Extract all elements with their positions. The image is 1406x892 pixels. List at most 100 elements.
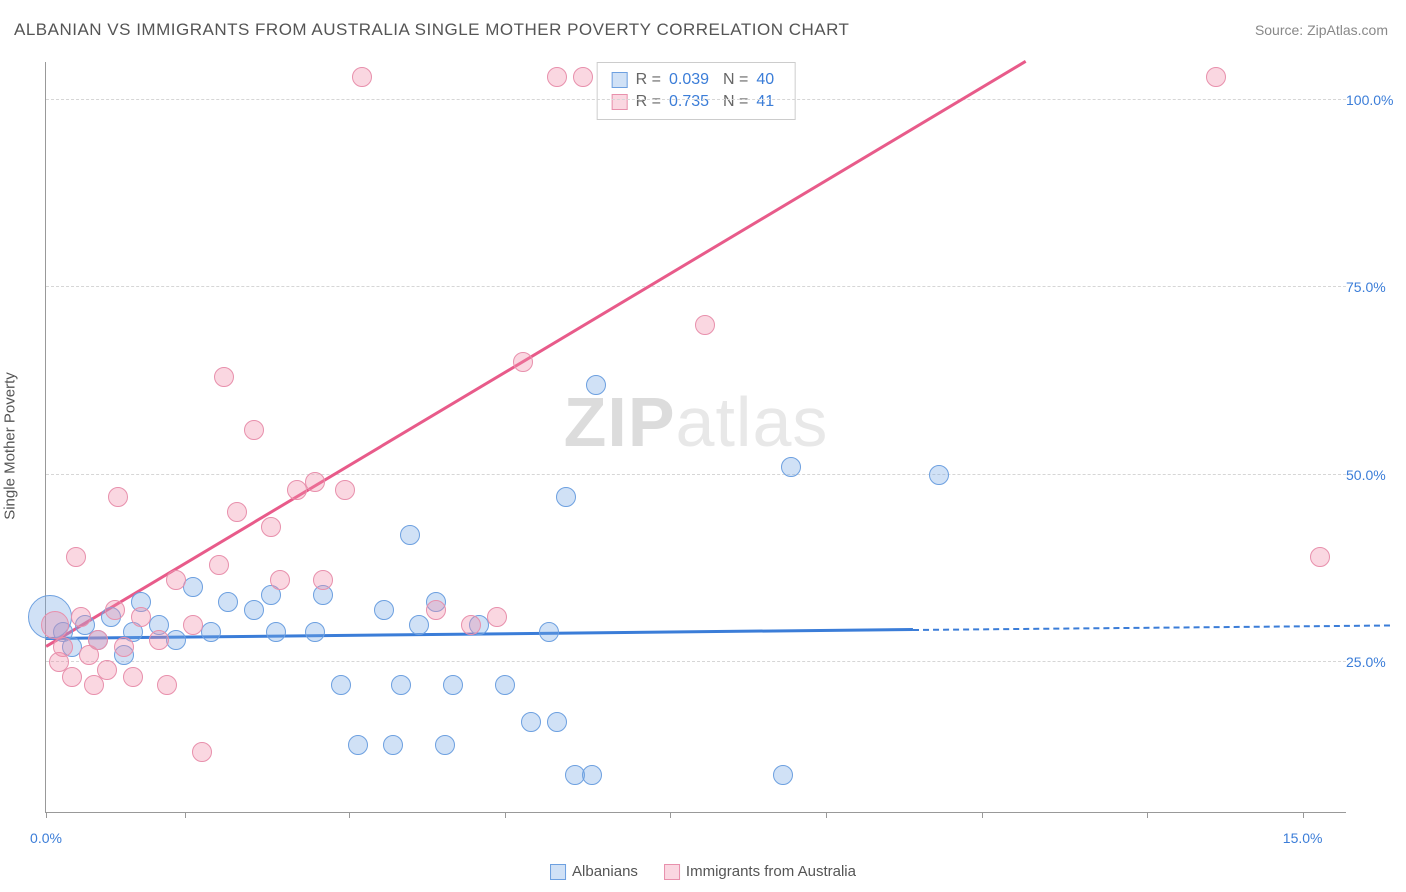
data-point [183, 615, 203, 635]
data-point [513, 352, 533, 372]
grid-line [46, 99, 1346, 100]
data-point [244, 600, 264, 620]
x-tick [1147, 812, 1148, 818]
stats-swatch [612, 94, 628, 110]
data-point [331, 675, 351, 695]
legend-swatch [550, 864, 566, 880]
data-point [218, 592, 238, 612]
data-point [495, 675, 515, 695]
data-point [773, 765, 793, 785]
r-label: R = [636, 69, 661, 91]
stats-row: R = 0.735 N = 41 [612, 91, 781, 113]
data-point [261, 517, 281, 537]
watermark: ZIPatlas [564, 382, 829, 462]
data-point [313, 570, 333, 590]
data-point [582, 765, 602, 785]
data-point [426, 600, 446, 620]
data-point [108, 487, 128, 507]
data-point [409, 615, 429, 635]
data-point [149, 630, 169, 650]
x-tick-label: 15.0% [1283, 830, 1323, 846]
n-value: 41 [756, 91, 780, 113]
y-tick-label: 75.0% [1346, 279, 1396, 295]
data-point [556, 487, 576, 507]
x-tick [670, 812, 671, 818]
data-point [97, 660, 117, 680]
data-point [400, 525, 420, 545]
scatter-plot-area: ZIPatlas R =0.039N =40R =0.735N =41 25.0… [45, 62, 1346, 813]
data-point [573, 67, 593, 87]
x-tick [982, 812, 983, 818]
data-point [305, 622, 325, 642]
data-point [41, 611, 69, 639]
data-point [781, 457, 801, 477]
n-label: N = [723, 91, 748, 113]
chart-title: ALBANIAN VS IMMIGRANTS FROM AUSTRALIA SI… [14, 20, 849, 40]
data-point [435, 735, 455, 755]
data-point [539, 622, 559, 642]
data-point [391, 675, 411, 695]
data-point [62, 667, 82, 687]
legend-item: Albanians [550, 863, 638, 880]
data-point [183, 577, 203, 597]
grid-line [46, 474, 1346, 475]
x-tick [826, 812, 827, 818]
source-value: ZipAtlas.com [1307, 22, 1388, 38]
stats-row: R =0.039N =40 [612, 69, 781, 91]
x-tick [1303, 812, 1304, 818]
trend-line [913, 624, 1390, 630]
data-point [695, 315, 715, 335]
data-point [352, 67, 372, 87]
data-point [547, 712, 567, 732]
data-point [1310, 547, 1330, 567]
data-point [244, 420, 264, 440]
data-point [131, 607, 151, 627]
x-tick [185, 812, 186, 818]
y-tick-label: 100.0% [1346, 92, 1396, 108]
data-point [105, 600, 125, 620]
data-point [335, 480, 355, 500]
grid-line [46, 661, 1346, 662]
data-point [53, 637, 73, 657]
legend-item: Immigrants from Australia [664, 863, 856, 880]
watermark-rest: atlas [676, 383, 829, 461]
data-point [88, 630, 108, 650]
data-point [461, 615, 481, 635]
y-tick-label: 25.0% [1346, 654, 1396, 670]
data-point [586, 375, 606, 395]
data-point [166, 630, 186, 650]
data-point [66, 547, 86, 567]
data-point [166, 570, 186, 590]
data-point [270, 570, 290, 590]
r-label: R = [636, 91, 661, 113]
x-tick-label: 0.0% [30, 830, 62, 846]
y-tick-label: 50.0% [1346, 467, 1396, 483]
source-label: Source: [1255, 22, 1307, 38]
data-point [123, 667, 143, 687]
legend-swatch [664, 864, 680, 880]
data-point [348, 735, 368, 755]
data-point [192, 742, 212, 762]
data-point [547, 67, 567, 87]
correlation-stats-box: R =0.039N =40R = 0.735 N = 41 [597, 62, 796, 120]
stats-swatch [612, 72, 628, 88]
watermark-bold: ZIP [564, 383, 676, 461]
data-point [487, 607, 507, 627]
data-point [266, 622, 286, 642]
legend-label: Immigrants from Australia [686, 863, 856, 880]
data-point [929, 465, 949, 485]
data-point [305, 472, 325, 492]
source-attribution: Source: ZipAtlas.com [1255, 22, 1388, 38]
chart-legend: Albanians Immigrants from Australia [550, 863, 856, 880]
x-tick [505, 812, 506, 818]
y-axis-label: Single Mother Poverty [2, 372, 19, 520]
r-value: 0.735 [669, 91, 715, 113]
data-point [157, 675, 177, 695]
data-point [209, 555, 229, 575]
x-tick [46, 812, 47, 818]
data-point [443, 675, 463, 695]
data-point [1206, 67, 1226, 87]
data-point [383, 735, 403, 755]
data-point [521, 712, 541, 732]
data-point [71, 607, 91, 627]
